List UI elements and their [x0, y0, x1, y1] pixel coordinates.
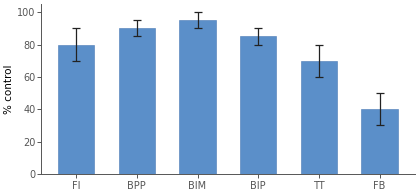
Bar: [301, 61, 337, 174]
Bar: [179, 20, 216, 174]
Bar: [362, 109, 398, 174]
Y-axis label: % control: % control: [4, 64, 14, 114]
Bar: [58, 45, 94, 174]
Bar: [119, 28, 155, 174]
Bar: [240, 36, 277, 174]
